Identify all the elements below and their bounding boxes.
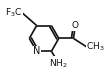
Text: NH$_2$: NH$_2$ bbox=[50, 57, 68, 70]
Text: F$_3$C: F$_3$C bbox=[5, 6, 22, 19]
Text: O: O bbox=[72, 21, 79, 30]
Text: CH$_3$: CH$_3$ bbox=[86, 40, 105, 53]
Text: N: N bbox=[33, 46, 40, 56]
